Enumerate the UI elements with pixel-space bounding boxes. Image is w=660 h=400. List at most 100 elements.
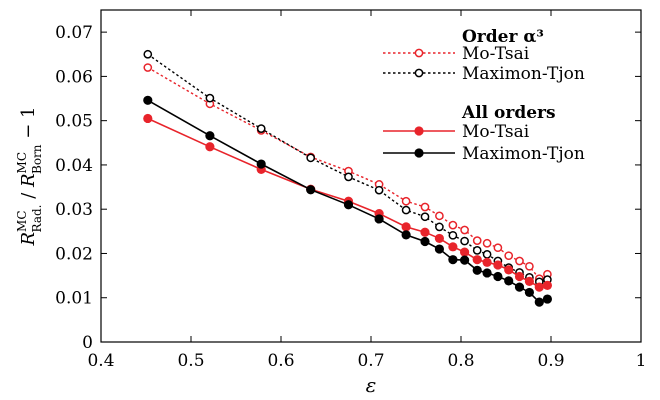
data-point (306, 153, 316, 163)
data-point (420, 202, 430, 212)
y-axis-title-part: R (18, 173, 39, 188)
data-point (542, 280, 553, 290)
legend-heading: All orders (461, 103, 556, 123)
data-point (482, 238, 492, 248)
data-point (504, 251, 514, 261)
data-point (504, 265, 514, 275)
data-point (374, 185, 384, 195)
y-tick-label: 0.05 (55, 112, 93, 132)
data-point (401, 205, 411, 215)
data-point (434, 233, 444, 244)
data-point (205, 131, 215, 141)
data-point (448, 255, 458, 265)
data-point (504, 276, 514, 286)
data-point (434, 244, 444, 254)
data-point (542, 294, 553, 304)
data-point (460, 225, 469, 235)
y-tick-label: 0.01 (55, 289, 93, 309)
legend-label: Mo-Tsai (462, 44, 530, 64)
data-point (482, 250, 492, 259)
data-point (143, 49, 153, 59)
data-point (448, 242, 458, 252)
data-point (143, 113, 153, 124)
plot-frame-group (100, 9, 642, 343)
y-tick-label: 0.07 (55, 23, 93, 43)
y-tick-label: 0.06 (55, 67, 93, 87)
y-tick-label: 0.04 (55, 156, 93, 176)
legend-marker (414, 68, 424, 78)
legend-heading: Order α³ (462, 27, 544, 47)
data-point (306, 185, 316, 195)
data-point (460, 236, 469, 246)
data-point (448, 230, 458, 240)
x-axis-title: ε (366, 373, 377, 397)
y-axis-title-part: MC (15, 210, 29, 231)
data-point (534, 282, 544, 292)
legend-label: Maximon-Tjon (462, 144, 585, 164)
data-point (472, 255, 482, 265)
data-point (460, 247, 470, 257)
y-tick-label: 0 (82, 333, 93, 353)
data-point (344, 172, 353, 182)
data-point (143, 63, 153, 72)
y-axis-title-part: / (18, 187, 39, 205)
data-point (420, 236, 430, 247)
y-axis-title-part: MC (15, 152, 29, 173)
legend-label: Mo-Tsai (462, 122, 530, 142)
y-axis-title-part: Born (30, 144, 44, 174)
plot-frame (100, 9, 642, 343)
x-tick-label: 0.7 (357, 351, 384, 371)
data-point (524, 276, 535, 286)
data-point (514, 282, 525, 292)
x-tick-label: 0.4 (87, 351, 114, 371)
data-point (524, 287, 535, 298)
data-point (493, 243, 503, 253)
data-point (401, 230, 411, 240)
series-group (143, 49, 553, 307)
y-axis-title: RMCRad. / RMCBorn − 1 (15, 106, 44, 246)
data-point (493, 260, 503, 270)
data-point (460, 255, 470, 265)
ticks-group: 0.4 0.5 0.6 0.7 0.8 0.9 1 0 0.01 0.02 0.03 0.04 0.05… (55, 10, 646, 371)
data-point (534, 297, 544, 307)
data-point (472, 236, 482, 245)
data-point (514, 271, 525, 282)
data-point (482, 268, 492, 278)
data-point (420, 212, 430, 222)
x-tick-label: 0.5 (177, 351, 204, 371)
data-point (401, 222, 411, 232)
data-point (472, 246, 482, 255)
data-point (374, 214, 384, 224)
y-axis-title-part: Rad. (30, 205, 44, 233)
data-point (525, 261, 534, 271)
data-point (482, 257, 492, 267)
x-tick-label: 1 (636, 351, 647, 371)
x-tick-label: 0.6 (267, 351, 294, 371)
legend-label: Maximon-Tjon (462, 64, 585, 84)
data-point (256, 124, 266, 133)
data-point (493, 271, 503, 282)
legend-marker (414, 126, 424, 136)
y-axis-title-part: R (18, 232, 39, 247)
y-axis-title-part: − 1 (18, 106, 39, 144)
data-point (472, 265, 482, 275)
series-1 (143, 49, 552, 287)
data-point (205, 142, 215, 152)
y-tick-label: 0.02 (55, 244, 93, 264)
data-point (435, 222, 444, 232)
legend-marker (414, 48, 424, 58)
legend-marker (414, 148, 424, 158)
data-point (401, 196, 411, 206)
data-point (343, 200, 354, 210)
series-3 (143, 95, 553, 307)
data-point (515, 256, 524, 266)
data-point (435, 211, 444, 221)
y-tick-label: 0.03 (55, 200, 93, 220)
data-point (448, 220, 458, 230)
data-point (420, 227, 430, 237)
x-tick-label: 0.8 (447, 351, 474, 371)
data-point (143, 95, 153, 105)
